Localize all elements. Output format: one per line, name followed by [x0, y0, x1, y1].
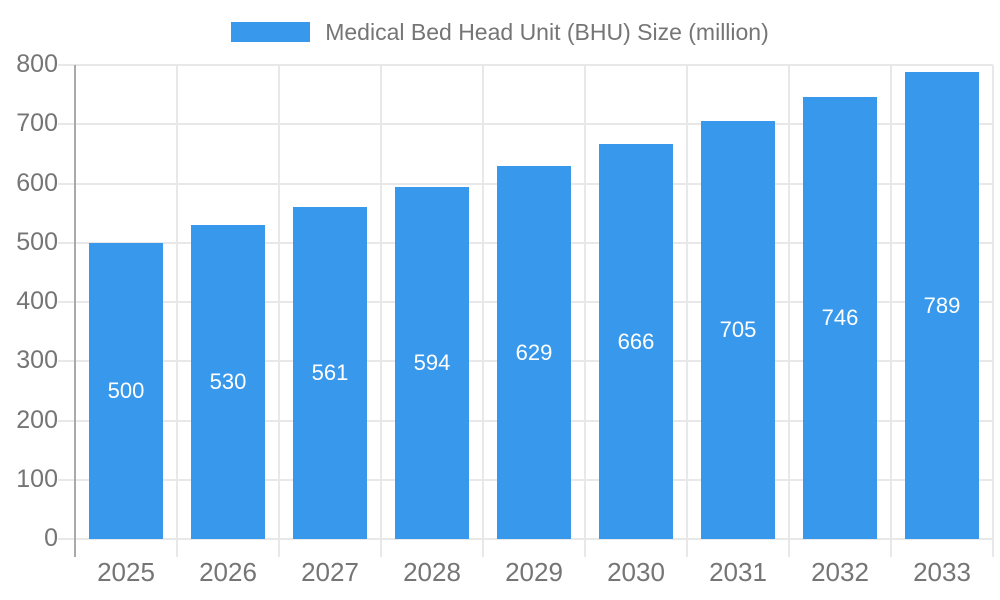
x-gridline-3 [380, 65, 382, 557]
bar-value-label-2029: 629 [515, 339, 553, 365]
x-gridline-2 [278, 65, 280, 557]
y-gridline-800 [58, 64, 993, 66]
bar-2030[interactable]: 666 [599, 144, 673, 539]
y-axis-line [74, 65, 76, 557]
legend-label: Medical Bed Head Unit (BHU) Size (millio… [325, 19, 769, 45]
x-tick-label-2032: 2032 [811, 557, 869, 587]
bar-2027[interactable]: 561 [293, 207, 367, 539]
x-gridline-1 [176, 65, 178, 557]
bar-value-label-2025: 500 [107, 378, 145, 403]
legend-swatch [231, 22, 311, 42]
y-tick-label-600: 600 [16, 169, 58, 197]
bar-value-label-2026: 530 [209, 369, 247, 394]
x-gridline-6 [686, 65, 688, 557]
y-tick-label-700: 700 [16, 109, 58, 137]
bar-2029[interactable]: 629 [497, 166, 571, 539]
bar-value-label-2033: 789 [923, 292, 961, 318]
legend[interactable]: Medical Bed Head Unit (BHU) Size (millio… [0, 16, 1000, 48]
bar-2033[interactable]: 789 [905, 72, 979, 539]
x-tick-label-2027: 2027 [301, 557, 359, 587]
bar-value-label-2027: 561 [311, 360, 349, 385]
x-tick-label-2026: 2026 [199, 557, 257, 587]
y-tick-label-200: 200 [16, 406, 58, 434]
x-gridline-8 [890, 65, 892, 557]
bar-2028[interactable]: 594 [395, 187, 469, 539]
bar-value-label-2031: 705 [719, 317, 757, 342]
y-tick-label-0: 0 [44, 524, 58, 552]
x-gridline-9 [992, 65, 994, 557]
x-gridline-7 [788, 65, 790, 557]
x-tick-label-2031: 2031 [709, 557, 767, 587]
bar-value-label-2030: 666 [617, 328, 655, 354]
bar-2026[interactable]: 530 [191, 225, 265, 539]
bar-value-label-2032: 746 [821, 305, 859, 330]
x-gridline-4 [482, 65, 484, 557]
x-tick-label-2033: 2033 [913, 557, 971, 587]
bar-value-label-2028: 594 [413, 350, 451, 375]
bar-2025[interactable]: 500 [89, 243, 163, 539]
y-tick-label-300: 300 [16, 346, 58, 374]
bar-2031[interactable]: 705 [701, 121, 775, 539]
y-tick-label-400: 400 [16, 287, 58, 315]
x-tick-label-2029: 2029 [505, 557, 563, 587]
y-tick-label-800: 800 [16, 50, 58, 78]
y-gridline-0 [58, 538, 993, 540]
x-tick-label-2025: 2025 [97, 557, 155, 587]
x-gridline-5 [584, 65, 586, 557]
x-tick-label-2030: 2030 [607, 557, 665, 587]
y-tick-label-500: 500 [16, 228, 58, 256]
y-gridline-700 [58, 123, 993, 125]
y-tick-label-100: 100 [16, 465, 58, 493]
bar-2032[interactable]: 746 [803, 97, 877, 539]
x-tick-label-2028: 2028 [403, 557, 461, 587]
